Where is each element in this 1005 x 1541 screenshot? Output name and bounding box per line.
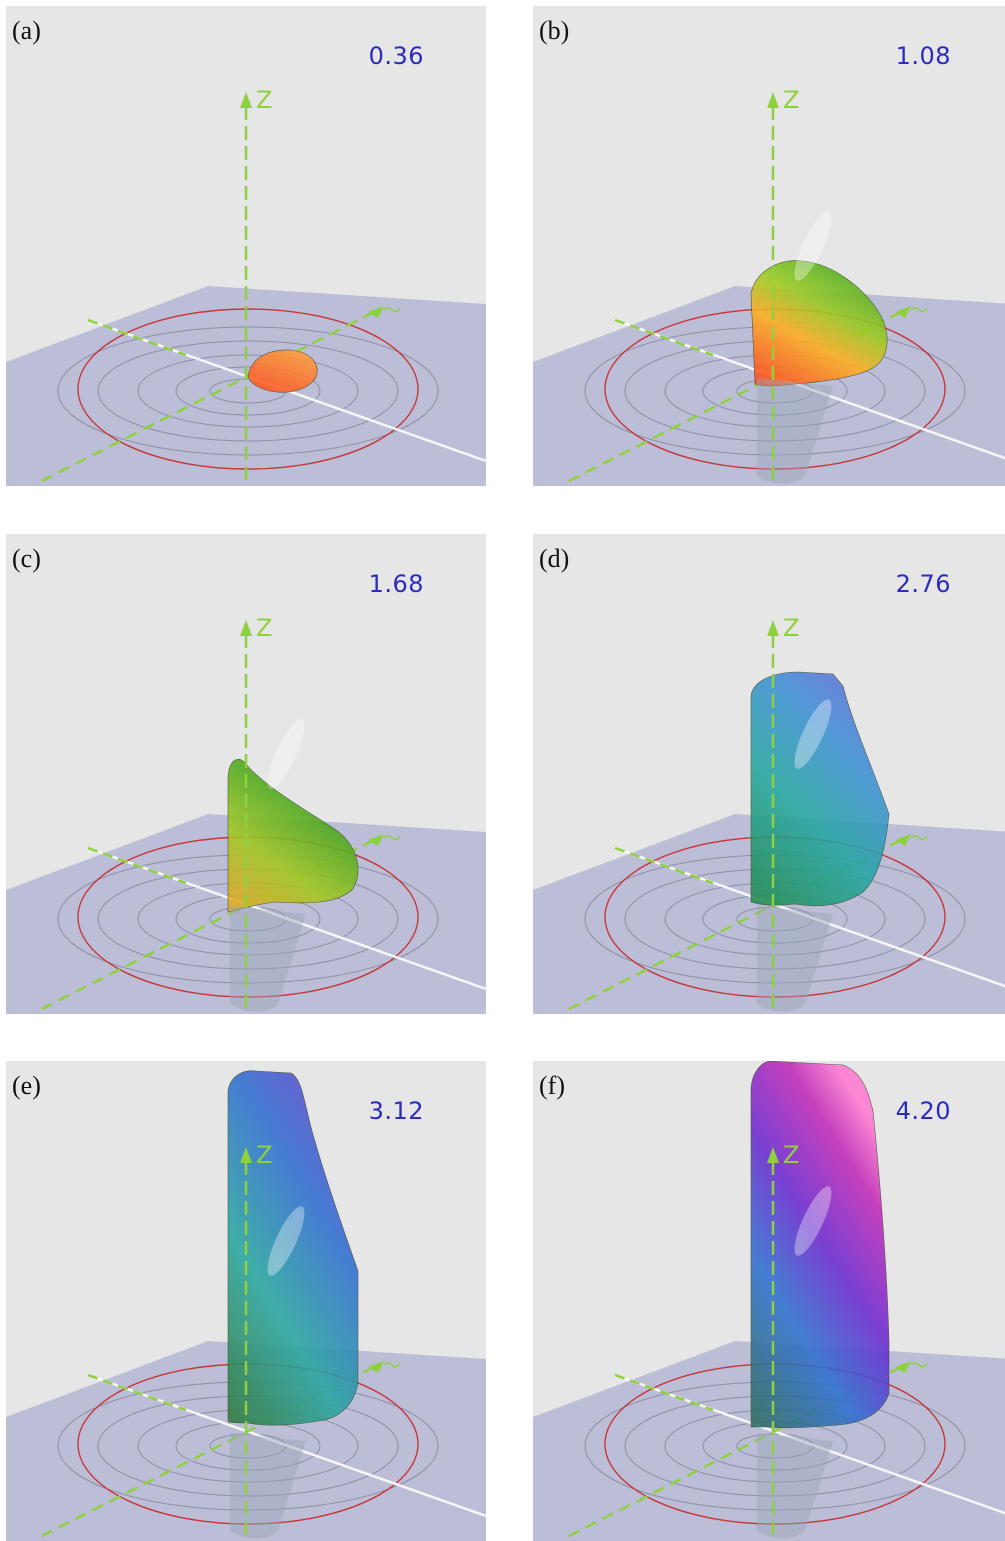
shape-highlight — [267, 1206, 305, 1276]
panel-value: 0.36 — [368, 42, 424, 70]
z-axis-label: Z — [256, 614, 272, 642]
grid-circle — [57, 326, 439, 456]
panel-d: Z (d) 2.76 — [533, 534, 1005, 1014]
panel-label: (f) — [539, 1071, 565, 1100]
x-axis-dash — [87, 318, 187, 357]
panel-label: (e) — [12, 1071, 41, 1100]
z-axis-arrow — [240, 1147, 252, 1163]
surface-shape — [750, 260, 888, 387]
scene-3d: Z — [6, 1070, 486, 1541]
y-axis-label-glyph — [383, 307, 401, 313]
panel-value: 1.08 — [895, 42, 951, 70]
ground-plane — [533, 814, 1005, 1014]
y-axis-arrow — [368, 834, 384, 846]
panel-value: 3.12 — [368, 1097, 424, 1125]
scene-3d: Z — [6, 86, 486, 486]
panel-value: 2.76 — [895, 570, 951, 598]
z-axis-label: Z — [783, 1141, 799, 1169]
y-axis-label-glyph — [910, 835, 928, 841]
z-axis-arrow — [767, 92, 779, 108]
panel-label: (c) — [12, 544, 41, 573]
shape-reflection — [230, 906, 306, 1012]
x-axis-dash — [87, 846, 187, 885]
scene-3d: Z — [533, 1061, 1005, 1541]
y-axis-label-glyph — [383, 1362, 401, 1368]
scene-3d: Z — [6, 614, 486, 1014]
shape-highlight — [794, 699, 832, 769]
surface-shape — [227, 1070, 359, 1426]
z-axis-arrow — [240, 620, 252, 636]
z-axis-arrow — [767, 1147, 779, 1163]
y-axis-label-glyph — [910, 1362, 928, 1368]
x-axis-dash — [87, 1373, 187, 1412]
panel-value: 1.68 — [368, 570, 424, 598]
z-axis-label: Z — [783, 86, 799, 114]
grid-circle — [175, 366, 321, 416]
shape-reflection — [757, 378, 833, 484]
shape-highlight — [267, 719, 305, 789]
shape-highlight — [794, 1186, 832, 1256]
panel-b: Z (b) 1.08 — [533, 6, 1005, 486]
shape-reflection — [230, 1433, 306, 1539]
grid-circle — [97, 340, 399, 442]
panel-e: Z (e) 3.12 — [6, 1061, 486, 1541]
shape-reflection — [757, 1433, 833, 1539]
grid-circle — [137, 354, 359, 428]
x-axis-dash — [614, 318, 714, 357]
y-axis-arrow — [368, 1361, 384, 1373]
surface-shape — [750, 671, 890, 907]
y-axis — [35, 310, 375, 486]
surface-shape — [227, 759, 359, 913]
shape-reflection — [757, 906, 833, 1012]
y-axis-label-glyph — [910, 307, 928, 313]
panel-f: Z (f) 4.20 — [533, 1061, 1005, 1541]
surface-shape — [750, 1061, 890, 1429]
shape-highlight — [794, 211, 832, 281]
z-axis-label: Z — [256, 86, 272, 114]
y-axis-arrow — [895, 834, 911, 846]
z-axis-label: Z — [783, 614, 799, 642]
panel-label: (b) — [539, 16, 570, 45]
panel-label: (a) — [12, 16, 41, 45]
surface-shape — [247, 349, 318, 393]
scene-3d: Z — [533, 614, 1005, 1014]
panel-value: 4.20 — [895, 1097, 951, 1125]
x-axis-dash — [614, 1373, 714, 1412]
y-axis-arrow — [895, 1361, 911, 1373]
panel-label: (d) — [539, 544, 570, 573]
y-axis-arrow — [895, 306, 911, 318]
z-axis-arrow — [767, 620, 779, 636]
z-axis-label: Z — [256, 1141, 272, 1169]
panel-a: Z (a) 0.36 — [6, 6, 486, 486]
x-axis-dash — [614, 846, 714, 885]
red-circle — [77, 308, 419, 470]
panel-c: Z (c) 1.68 — [6, 534, 486, 1014]
y-axis-arrow — [368, 306, 384, 318]
scene-3d: Z — [533, 86, 1005, 486]
z-axis-arrow — [240, 92, 252, 108]
y-axis-label-glyph — [383, 835, 401, 841]
